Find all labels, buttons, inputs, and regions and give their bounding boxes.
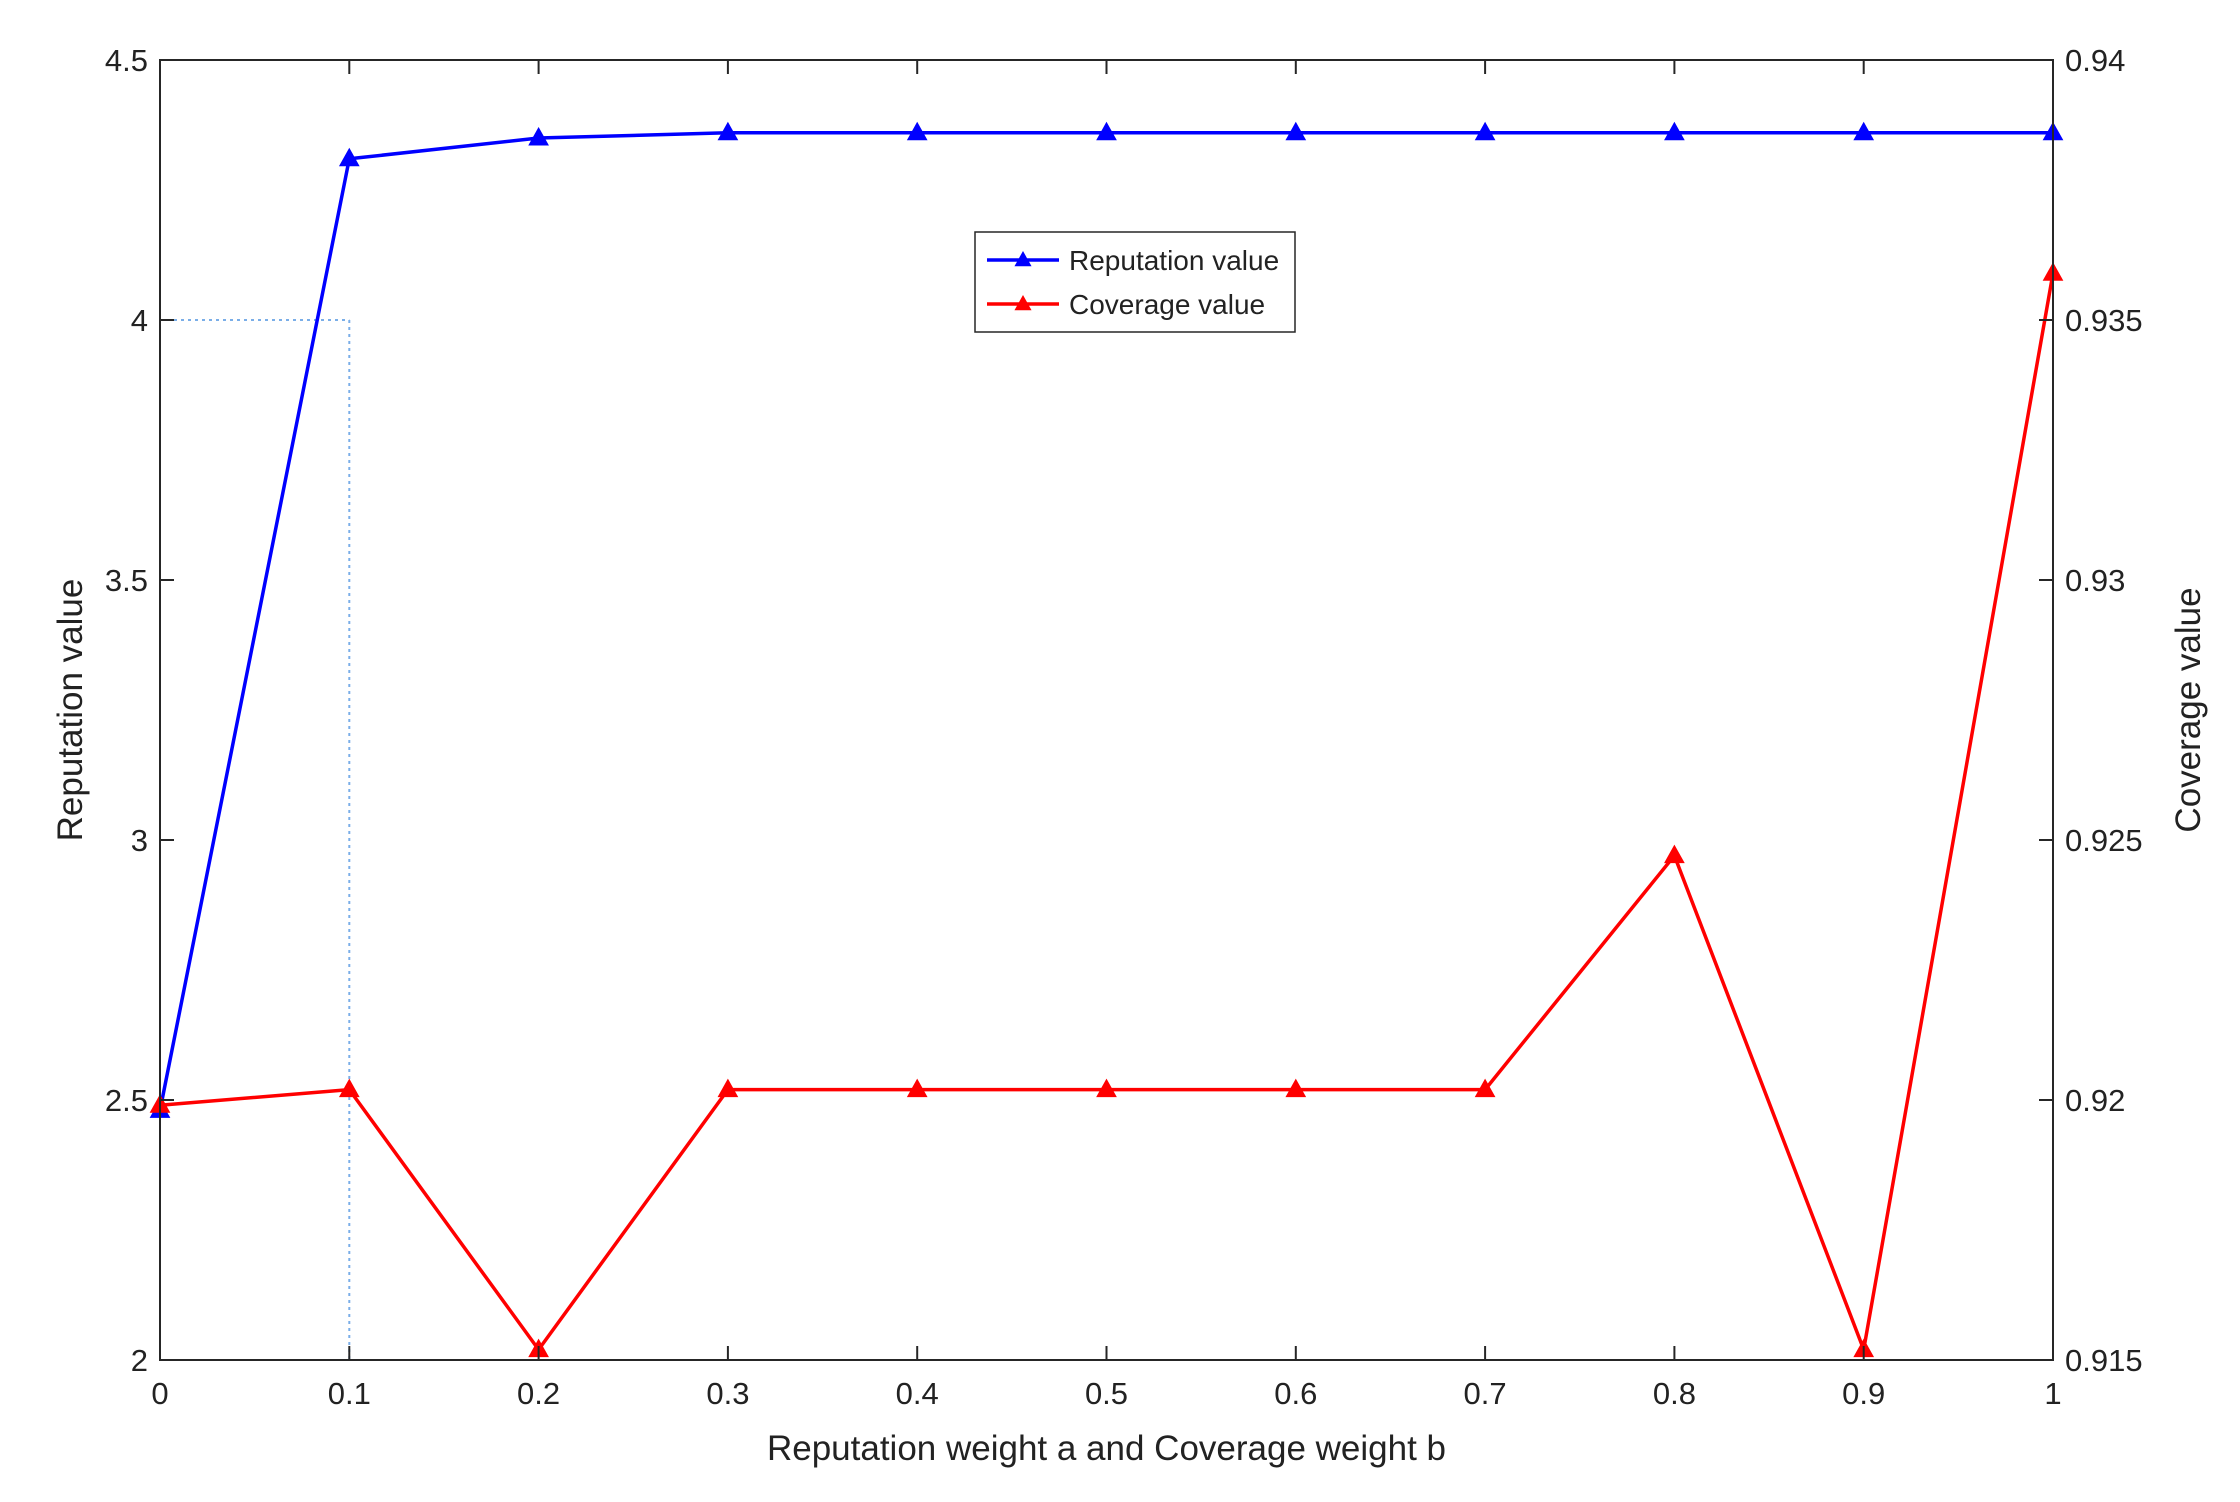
coverage-data-point (906, 1078, 928, 1098)
right-y-tick-label: 0.935 (2065, 303, 2143, 338)
x-tick-label: 0.4 (896, 1376, 939, 1411)
reputation-data-point (1474, 121, 1496, 141)
x-tick-label: 0.5 (1085, 1376, 1128, 1411)
ticks-group: 0 0.1 0.2 0.3 0.4 0.5 0.6 0.7 0.8 0.9 1 2 2.5 3 3.5 4 4.… (105, 43, 2143, 1411)
coverage-data-point (1474, 1078, 1496, 1098)
reputation-data-point (1285, 121, 1307, 141)
right-y-tick-label: 0.92 (2065, 1083, 2125, 1118)
series-group (149, 121, 2064, 1358)
coverage-data-point (717, 1078, 739, 1098)
legend-swatch-marker (1014, 295, 1032, 311)
x-tick-label: 1 (2044, 1376, 2061, 1411)
x-tick-label: 0.3 (706, 1376, 749, 1411)
right-y-tick-label: 0.93 (2065, 563, 2125, 598)
left-y-tick-label: 2.5 (105, 1083, 148, 1118)
right-y-axis-title: Coverage value (2169, 587, 2208, 832)
reputation-data-point (528, 126, 549, 146)
reputation-data-point (1096, 121, 1117, 141)
left-y-axis-title: Reputation value (51, 579, 90, 842)
legend-label: Reputation value (1069, 245, 1279, 276)
reputation-data-point (1853, 121, 1875, 141)
coverage-data-point (1096, 1078, 1117, 1098)
left-y-tick-label: 3.5 (105, 563, 148, 598)
right-y-tick-label: 0.94 (2065, 43, 2125, 78)
coverage-data-point (338, 1078, 360, 1098)
x-tick-label: 0.6 (1274, 1376, 1317, 1411)
x-tick-label: 0.8 (1653, 1376, 1696, 1411)
x-axis-title: Reputation weight a and Coverage weight … (767, 1429, 1446, 1468)
right-y-tick-label: 0.915 (2065, 1343, 2143, 1378)
left-y-tick-label: 3 (131, 823, 148, 858)
legend: Reputation value Coverage value (974, 231, 1296, 333)
x-tick-label: 0 (151, 1376, 168, 1411)
legend-swatch-marker (1014, 251, 1032, 267)
x-tick-label: 0.7 (1464, 1376, 1507, 1411)
left-y-tick-label: 4.5 (105, 43, 148, 78)
coverage-data-point (1664, 844, 1685, 864)
reference-lines (160, 319, 351, 1360)
reputation-data-point (1664, 121, 1685, 141)
coverage-data-point (1285, 1078, 1307, 1098)
reputation-data-point (906, 121, 928, 141)
x-tick-label: 0.9 (1842, 1376, 1885, 1411)
legend-box (974, 231, 1296, 333)
reputation-data-point (338, 147, 360, 167)
x-tick-label: 0.2 (517, 1376, 560, 1411)
right-y-tick-label: 0.925 (2065, 823, 2143, 858)
left-y-tick-label: 2 (131, 1343, 148, 1378)
reputation-data-point (717, 121, 739, 141)
x-tick-label: 0.1 (328, 1376, 371, 1411)
legend-label: Coverage value (1069, 289, 1265, 320)
left-y-tick-label: 4 (131, 303, 148, 338)
